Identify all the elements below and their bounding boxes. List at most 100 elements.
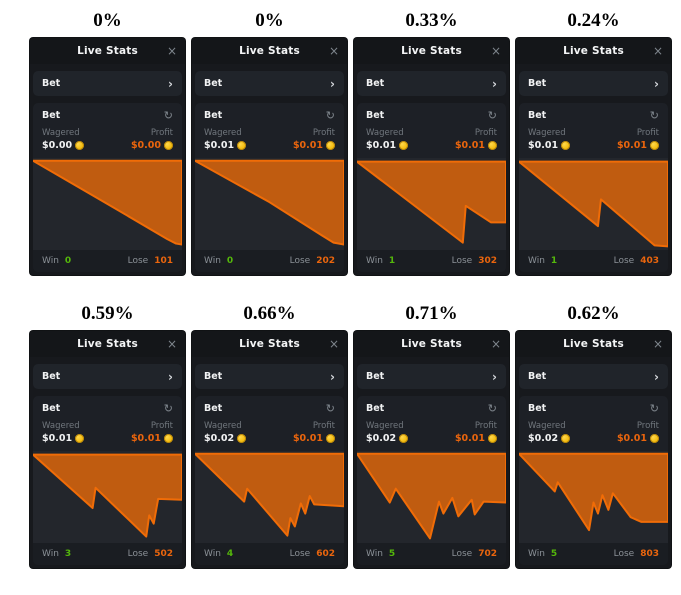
lose-group: Lose 101 [128,256,173,266]
wagered-value: $0.02 [528,433,571,444]
coin-icon [237,141,247,150]
wagered-profit-row: Wagered $0.00 Profit $0.00 [33,127,182,158]
profit-value: $0.01 [131,433,173,444]
profit-amount: $0.01 [616,433,647,444]
refresh-icon[interactable]: ↻ [487,108,497,122]
refresh-icon[interactable]: ↻ [487,401,497,415]
lose-group: Lose 403 [614,256,659,266]
profit-label: Profit [312,128,335,138]
refresh-icon[interactable]: ↻ [163,108,173,122]
close-icon[interactable]: × [652,44,663,58]
bet-stats-card-header: Bet ↻ [519,103,668,127]
win-label: Win [366,549,383,559]
chevron-right-icon: › [654,76,659,91]
wagered-block: Wagered $0.00 [42,128,85,151]
win-label: Win [528,256,545,266]
profit-area-chart [195,158,344,250]
bet-accordion-row[interactable]: Bet › [33,364,182,389]
lose-label: Lose [289,549,311,559]
win-label: Win [528,549,545,559]
panel-header: Live Stats × [30,38,185,64]
live-stats-panel: Live Stats × Bet › Bet ↻ Wagered $0.02 [192,331,347,568]
win-chance-label: 0.33% [405,10,458,31]
win-lose-footer: Win 1 Lose 403 [519,250,668,272]
profit-label: Profit [474,128,497,138]
close-icon[interactable]: × [328,44,339,58]
bet-accordion-row[interactable]: Bet › [33,71,182,96]
panel-header: Live Stats × [30,331,185,357]
bet-card-label: Bet [366,109,385,121]
lose-label: Lose [613,256,635,266]
lose-count: 302 [478,256,497,266]
bet-accordion-row[interactable]: Bet › [519,71,668,96]
wagered-value: $0.02 [366,433,409,444]
win-chance-label: 0.71% [405,303,458,324]
close-icon[interactable]: × [490,337,501,351]
bet-accordion-row[interactable]: Bet › [195,364,344,389]
wagered-value: $0.00 [42,140,85,151]
live-stats-panel: Live Stats × Bet › Bet ↻ Wagered $0.01 [192,38,347,275]
win-group: Win 3 [42,549,71,559]
close-icon[interactable]: × [166,44,177,58]
refresh-icon[interactable]: ↻ [649,108,659,122]
profit-label: Profit [150,421,173,431]
coin-icon [650,141,659,150]
lose-count: 403 [640,256,659,266]
win-lose-footer: Win 1 Lose 302 [357,250,506,272]
profit-amount: $0.00 [130,140,161,151]
profit-amount: $0.01 [130,433,161,444]
profit-block: Profit $0.00 [131,128,173,151]
profit-block: Profit $0.01 [617,421,659,444]
wagered-block: Wagered $0.01 [366,128,409,151]
profit-value: $0.01 [617,140,659,151]
wagered-label: Wagered [528,421,566,431]
coin-icon [561,141,571,150]
profit-area-polygon [33,161,182,245]
bet-accordion-label: Bet [204,371,223,382]
wagered-value: $0.01 [42,433,85,444]
wagered-amount: $0.02 [204,433,235,444]
wagered-label: Wagered [366,421,404,431]
close-icon[interactable]: × [328,337,339,351]
bet-accordion-row[interactable]: Bet › [519,364,668,389]
lose-group: Lose 302 [452,256,497,266]
chevron-right-icon: › [492,76,497,91]
refresh-icon[interactable]: ↻ [649,401,659,415]
wagered-profit-row: Wagered $0.02 Profit $0.01 [519,420,668,451]
win-group: Win 5 [366,549,395,559]
bet-card-label: Bet [204,109,223,121]
win-group: Win 1 [528,256,557,266]
bet-accordion-row[interactable]: Bet › [357,71,506,96]
panel-header: Live Stats × [516,38,671,64]
refresh-icon[interactable]: ↻ [163,401,173,415]
bet-accordion-row[interactable]: Bet › [357,364,506,389]
wagered-profit-row: Wagered $0.01 Profit $0.01 [357,127,506,158]
win-chance-label: 0.59% [81,303,134,324]
profit-area-polygon [357,162,506,243]
chevron-right-icon: › [168,76,173,91]
refresh-icon[interactable]: ↻ [325,108,335,122]
lose-label: Lose [289,256,311,266]
wagered-block: Wagered $0.02 [204,421,247,444]
win-label: Win [204,256,221,266]
profit-value: $0.00 [131,140,173,151]
panel-title: Live Stats [563,45,624,57]
win-label: Win [42,256,59,266]
lose-count: 602 [316,549,335,559]
bet-accordion-row[interactable]: Bet › [195,71,344,96]
profit-label: Profit [636,421,659,431]
coin-icon [75,141,85,150]
coin-icon [326,141,335,150]
win-lose-footer: Win 4 Lose 602 [195,543,344,565]
win-count: 0 [64,256,72,266]
bet-stats-card: Bet ↻ Wagered $0.02 Profit $0.01 [519,396,668,565]
close-icon[interactable]: × [166,337,177,351]
win-group: Win 0 [204,256,233,266]
close-icon[interactable]: × [652,337,663,351]
profit-value: $0.01 [455,433,497,444]
refresh-icon[interactable]: ↻ [325,401,335,415]
close-icon[interactable]: × [490,44,501,58]
live-stats-panel: Live Stats × Bet › Bet ↻ Wagered $0.00 [30,38,185,275]
panel-header: Live Stats × [516,331,671,357]
